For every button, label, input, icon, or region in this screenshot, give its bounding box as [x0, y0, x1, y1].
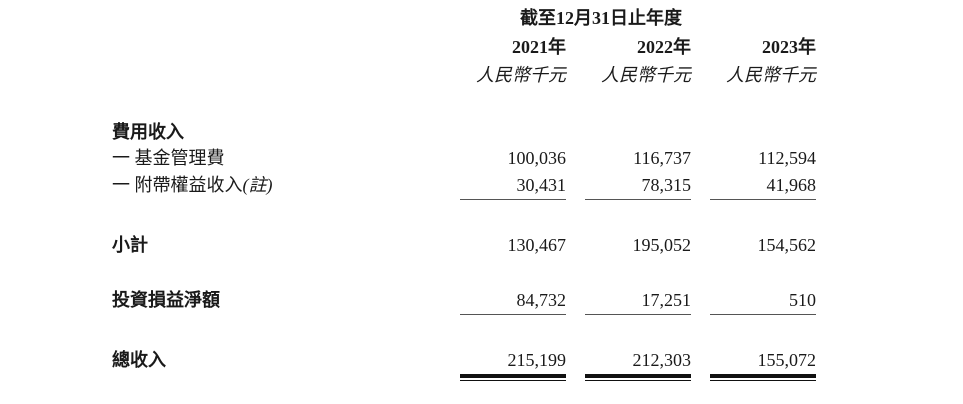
double-underline [460, 374, 566, 381]
unit-header: 人民幣千元 [601, 65, 691, 85]
cell-value: 154,562 [757, 235, 817, 255]
year-header-2022: 2022年 [637, 37, 691, 57]
row-label-net-investment: 投資損益淨額 [112, 290, 220, 310]
cell-value: 116,737 [633, 148, 691, 168]
underline [460, 199, 566, 200]
period-header: 截至12月31日止年度 [520, 8, 682, 28]
cell-value: 84,732 [516, 290, 567, 310]
row-label-carried-interest: 一 附帶權益收入(註) [112, 174, 273, 196]
row-label-total-revenue: 總收入 [112, 350, 166, 370]
underline [460, 314, 566, 315]
cell-value: 78,315 [641, 175, 692, 195]
double-underline [585, 374, 691, 381]
note-reference: (註) [242, 175, 273, 195]
cell-value: 215,199 [507, 350, 567, 370]
cell-value: 195,052 [632, 235, 692, 255]
underline [710, 314, 816, 315]
row-label-subtotal: 小計 [112, 235, 148, 255]
cell-value: 112,594 [758, 148, 816, 168]
cell-value: 510 [789, 290, 816, 310]
cell-value: 212,303 [632, 350, 692, 370]
underline [585, 314, 691, 315]
underline [585, 199, 691, 200]
cell-value: 130,467 [507, 235, 567, 255]
label-text: 一 附帶權益收入 [112, 175, 243, 195]
cell-value: 17,251 [641, 290, 692, 310]
cell-value: 30,431 [516, 175, 567, 195]
cell-value: 155,072 [757, 350, 817, 370]
year-header-2021: 2021年 [512, 37, 566, 57]
cell-value: 100,036 [507, 148, 567, 168]
unit-header: 人民幣千元 [476, 65, 566, 85]
double-underline [710, 374, 816, 381]
year-header-2023: 2023年 [762, 37, 816, 57]
row-label-management-fee: 一 基金管理費 [112, 148, 225, 168]
cell-value: 41,968 [766, 175, 817, 195]
row-label-fee-income: 費用收入 [112, 122, 184, 142]
unit-header: 人民幣千元 [726, 65, 816, 85]
underline [710, 199, 816, 200]
